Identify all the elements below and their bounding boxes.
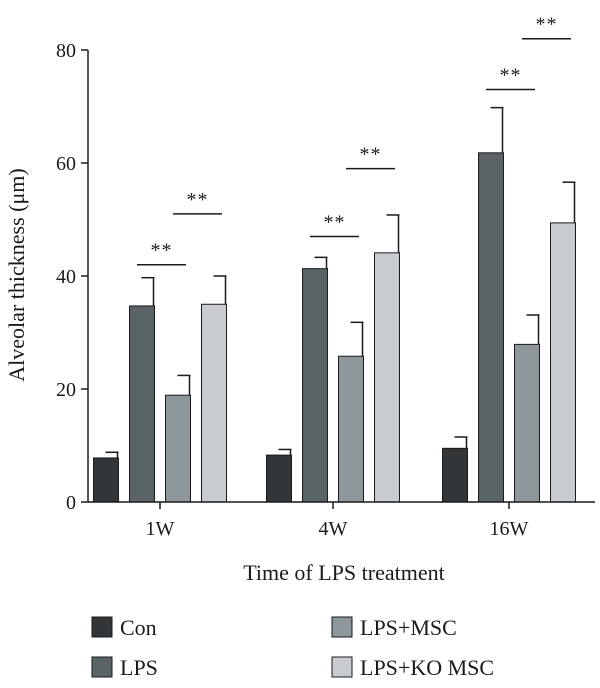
y-tick-label: 0 — [66, 492, 76, 514]
bar — [338, 355, 364, 503]
significance-layer: ** ** ** ** ** ** — [137, 14, 571, 266]
bar — [201, 303, 227, 503]
bar — [550, 222, 576, 503]
significance-label: ** — [536, 14, 558, 36]
significance-label: ** — [500, 65, 522, 87]
axes-layer: 0 20 40 60 80 1W 4W 16W — [56, 40, 595, 540]
legend: Con LPS LPS+MSC LPS+KO MSC — [91, 615, 494, 680]
y-tick-label: 60 — [56, 153, 76, 175]
x-tick-label: 16W — [490, 518, 529, 540]
bar — [165, 394, 191, 503]
significance-label: ** — [360, 144, 382, 166]
bar — [478, 152, 504, 503]
legend-swatch — [331, 616, 353, 638]
legend-label: LPS+MSC — [360, 615, 457, 640]
bar — [266, 454, 292, 503]
y-tick-label: 20 — [56, 379, 76, 401]
y-tick-label: 80 — [56, 40, 76, 62]
significance-label: ** — [324, 211, 346, 233]
legend-label: LPS — [120, 655, 158, 680]
legend-swatch — [91, 656, 113, 678]
bars-layer — [93, 152, 576, 503]
y-axis-title: Alveolar thickness (μm) — [4, 168, 29, 381]
x-tick-label: 1W — [146, 518, 175, 540]
y-tick-label: 40 — [56, 266, 76, 288]
significance-label: ** — [151, 240, 173, 262]
bar — [93, 457, 119, 503]
significance-label: ** — [187, 189, 209, 211]
legend-swatch — [91, 616, 113, 638]
bar — [442, 447, 468, 503]
x-axis-title: Time of LPS treatment — [243, 560, 444, 585]
bar — [302, 268, 328, 503]
error-bars-layer — [105, 106, 576, 458]
bar — [514, 343, 540, 503]
bar — [129, 305, 155, 503]
x-tick-label: 4W — [319, 518, 348, 540]
legend-label: LPS+KO MSC — [360, 655, 494, 680]
legend-label: Con — [120, 615, 157, 640]
legend-swatch — [331, 656, 353, 678]
bar — [374, 252, 400, 503]
